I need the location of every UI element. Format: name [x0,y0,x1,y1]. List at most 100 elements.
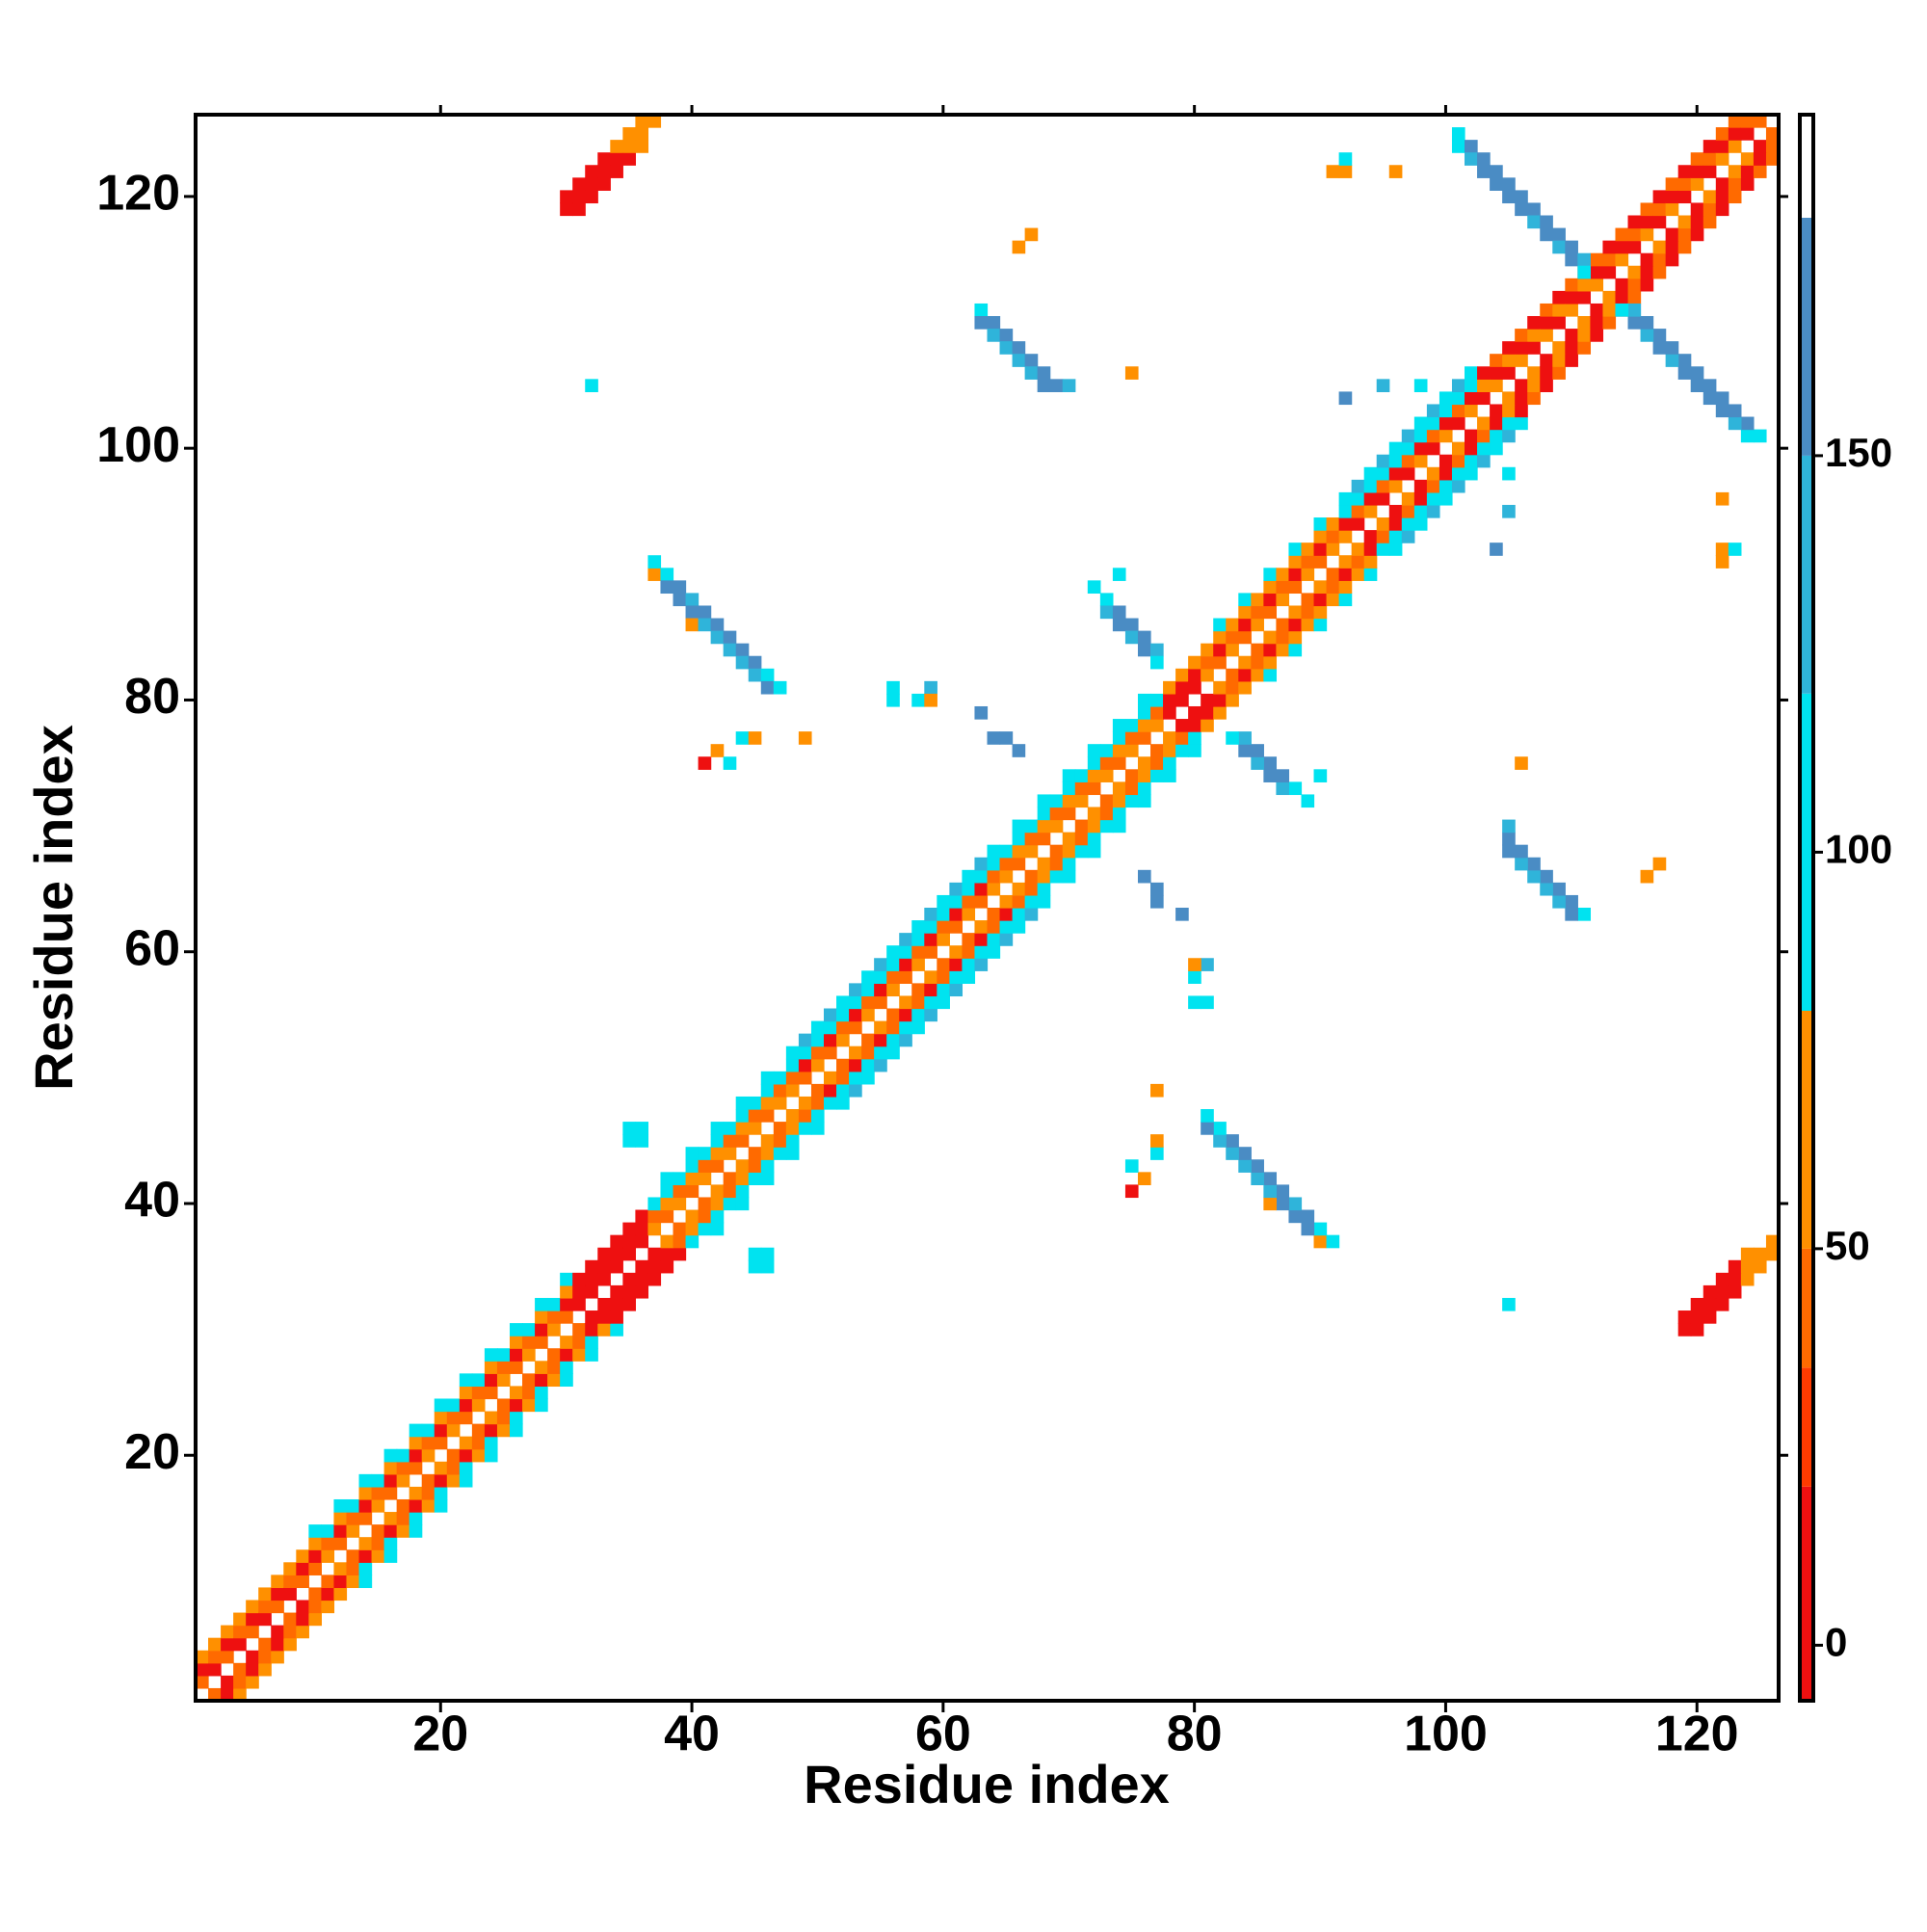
heatmap-cell [1288,781,1303,796]
heatmap-cell [1226,618,1239,632]
heatmap-cell [886,693,900,707]
heatmap-cell [196,1662,209,1677]
heatmap-cell [585,1310,598,1324]
heatmap-cell [1137,630,1151,645]
heatmap-cell [1728,127,1742,141]
heatmap-cell [1740,1247,1755,1261]
heatmap-cell [1715,404,1729,418]
heatmap-cell [999,857,1014,871]
heatmap-cell [1049,807,1064,821]
heatmap-cell [1465,391,1478,406]
heatmap-cell [1552,366,1566,380]
heatmap-cell [208,1687,222,1702]
heatmap-cell [1163,731,1176,745]
heatmap-cell [522,1336,536,1349]
heatmap-cell [1527,366,1541,380]
heatmap-cell [1703,1310,1717,1324]
heatmap-cell [1465,366,1478,380]
heatmap-cell [1703,165,1717,178]
heatmap-cell [1150,769,1164,782]
heatmap-cell [434,1473,448,1488]
heatmap-cell [597,1259,611,1274]
heatmap-cell [308,1524,322,1538]
heatmap-cell [1640,215,1654,229]
heatmap-cell [685,618,700,632]
heatmap-cell [509,1411,523,1425]
heatmap-cell [1552,303,1566,317]
heatmap-cell [723,643,737,657]
heatmap-cell [1388,165,1403,178]
heatmap-cell [1251,605,1264,620]
heatmap-cell [710,618,725,632]
heatmap-cell [258,1612,272,1627]
heatmap-cell [597,165,611,178]
heatmap-cell [1477,416,1491,431]
x-tick-label: 120 [1655,1707,1739,1762]
heatmap-cell [1426,404,1440,418]
heatmap-cell [509,1423,523,1438]
colorbar-tick-label: 100 [1825,826,1892,871]
heatmap-cell [773,1096,787,1110]
heatmap-cell [1602,303,1617,317]
heatmap-cell [1049,869,1064,884]
heatmap-cell [1515,416,1528,431]
heatmap-cell [1740,1259,1755,1274]
heatmap-cell [1451,416,1465,431]
heatmap-cell [660,1247,674,1261]
heatmap-cell [798,1058,812,1072]
heatmap-cell [1263,630,1278,645]
heatmap-cell [886,945,900,959]
heatmap-cell [836,1083,850,1098]
heatmap-cell [974,958,989,971]
heatmap-cell [685,1172,700,1185]
heatmap-cell [849,983,862,997]
x-axis-title: Residue index [804,1754,1170,1814]
heatmap-cell [1665,227,1679,242]
heatmap-cell [911,945,925,959]
heatmap-cell [1540,379,1553,392]
heatmap-cell [1137,731,1151,745]
heatmap-cell [1490,404,1503,418]
heatmap-cell [1451,404,1465,418]
heatmap-cell [622,1134,636,1148]
heatmap-cell [396,1498,410,1513]
heatmap-cell [911,920,925,934]
heatmap-cell [962,869,976,884]
heatmap-cell [396,1524,410,1538]
heatmap-cell [1515,202,1528,217]
heatmap-cell [1715,555,1729,569]
heatmap-cell [999,869,1014,884]
heatmap-cell [647,1209,662,1224]
heatmap-cell [1640,869,1654,884]
heatmap-cell [1062,781,1076,796]
heatmap-cell [383,1549,398,1563]
heatmap-cell [1376,379,1390,392]
heatmap-cell [647,568,662,581]
heatmap-cell [622,1297,636,1311]
heatmap-cell [710,744,725,757]
heatmap-cell [1477,152,1491,166]
heatmap-cell [471,1423,486,1438]
heatmap-cell [660,1172,674,1185]
x-tick-label: 60 [915,1707,971,1762]
heatmap-cell [1012,857,1026,871]
heatmap-cell [810,1096,825,1110]
heatmap-cell [1477,165,1491,178]
heatmap-cell [547,1297,561,1311]
heatmap-cell [1150,1147,1164,1160]
heatmap-cell [899,933,912,946]
colorbar-segment [1800,1010,1813,1249]
heatmap-cell [1338,504,1353,518]
heatmap-cell [409,1436,423,1450]
heatmap-cell [1226,731,1239,745]
heatmap-cell [1677,1310,1692,1324]
colorbar-segment [1800,115,1813,218]
heatmap-cell [1388,504,1403,518]
heatmap-cell [1150,1083,1164,1098]
heatmap-cell [1477,454,1491,468]
heatmap-cell [1188,655,1201,670]
heatmap-cell [1062,807,1076,821]
heatmap-cell [1515,844,1528,859]
y-tick-label: 20 [124,1424,180,1480]
heatmap-cell [849,995,862,1010]
